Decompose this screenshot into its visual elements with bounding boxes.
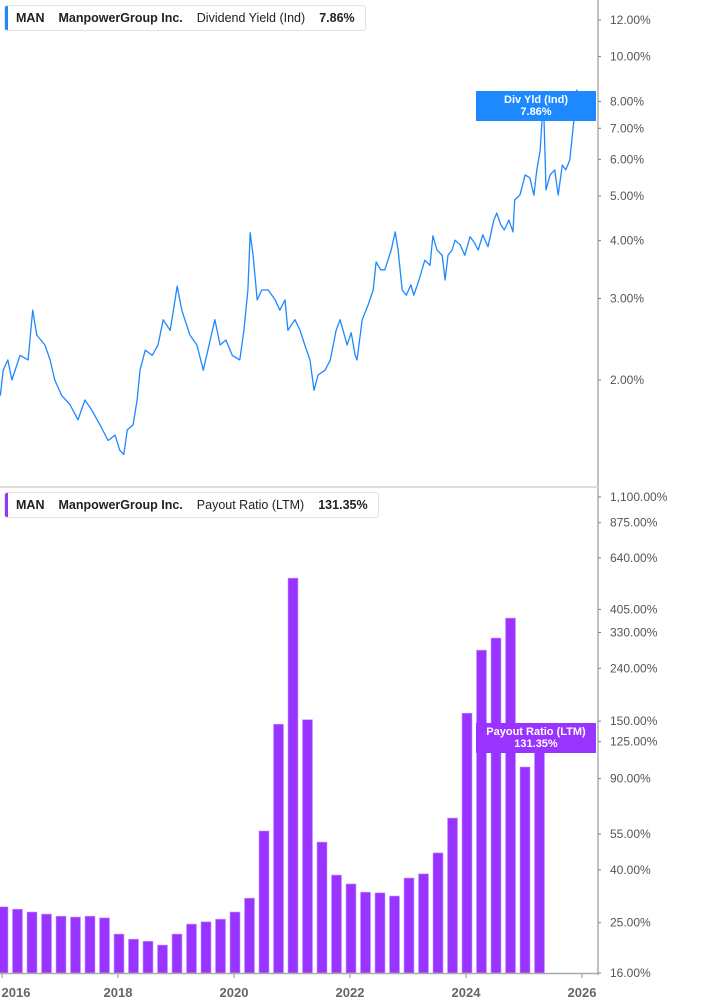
payout-panel: 1,100.00% 875.00% 640.00% 405.00% 330.00% 240… [0,490,668,1000]
payout-bar [505,617,516,974]
y-tick-label: 875.00% [610,516,658,530]
payout-bar [476,649,487,974]
payout-bar [403,877,415,974]
yield-series-swatch [5,6,8,30]
x-tick-label: 2026 [568,985,597,1000]
payout-bar [84,915,96,974]
payout-bar [331,874,342,974]
y-tick-label: 330.00% [610,625,658,639]
payout-bar [244,897,255,974]
y-tick-label: 640.00% [610,551,658,565]
payout-bar [142,940,154,974]
x-tick-label: 2016 [2,985,31,1000]
y-tick-label: 6.00% [610,152,644,166]
payout-bar [215,918,226,974]
legend-company: ManpowerGroup Inc. [58,498,183,512]
y-tick-label: 7.00% [610,121,644,135]
payout-bar [258,830,270,974]
yield-last-value-tag: Div Yld (Ind) 7.86% [476,91,596,121]
payout-bar [0,906,9,974]
payout-bar [534,735,545,974]
payout-bar [345,883,357,974]
tag-label: Payout Ratio (LTM) [486,726,586,738]
payout-bar [273,723,284,974]
y-tick-label: 12.00% [610,13,651,27]
x-tick-label: 2018 [104,985,133,1000]
legend-ticker: MAN [16,11,45,25]
payout-bar [113,933,125,974]
payout-series-swatch [5,493,8,517]
payout-bar [447,817,458,974]
payout-bar [12,908,23,974]
legend-metric: Payout Ratio (LTM) [196,498,305,512]
payout-bar [171,933,183,974]
payout-bar [99,917,110,974]
payout-bar [374,892,386,974]
payout-bar [389,895,400,974]
y-tick-label: 125.00% [610,735,658,749]
payout-bar [186,923,197,974]
legend-value: 131.35% [318,498,368,512]
legend-value: 7.86% [319,11,355,25]
y-tick-label: 40.00% [610,863,651,877]
y-tick-label: 2.00% [610,373,644,387]
y-tick-label: 3.00% [610,292,644,306]
y-tick-label: 240.00% [610,661,658,675]
payout-bar [157,944,168,974]
y-tick-label: 5.00% [610,189,644,203]
y-tick-label: 4.00% [610,234,644,248]
dividend-yield-line [0,89,581,456]
tag-label: Div Yld (Ind) [504,94,568,106]
legend-company: ManpowerGroup Inc. [58,11,183,25]
payout-bar [490,637,502,974]
y-tick-label: 55.00% [610,827,651,841]
payout-bar [287,577,299,974]
x-tick-label: 2024 [452,985,482,1000]
payout-bar [461,712,473,974]
payout-bar [316,841,328,974]
y-tick-label: 150.00% [610,714,658,728]
y-tick-label: 1,100.00% [610,490,668,504]
x-tick-label: 2020 [220,985,249,1000]
payout-bar [302,719,313,974]
yield-legend: MAN ManpowerGroup Inc. Dividend Yield (I… [4,5,366,31]
y-tick-label: 25.00% [610,916,651,930]
yield-panel: 12.00% 10.00% 8.00% 7.00% 6.00% 5.00% 4.00% 3.0… [0,13,651,456]
tag-value: 131.35% [514,738,558,750]
payout-bar [128,938,139,974]
payout-bar [519,766,531,974]
payout-bar [55,915,67,974]
x-tick-label: 2022 [336,985,365,1000]
y-tick-label: 10.00% [610,50,651,64]
payout-bar [432,852,444,974]
payout-bar [200,921,212,974]
payout-bar [360,891,371,974]
legend-metric: Dividend Yield (Ind) [196,11,306,25]
payout-bar [26,911,38,974]
payout-bar [41,913,52,974]
legend-ticker: MAN [16,498,45,512]
y-tick-label: 405.00% [610,602,658,616]
tag-value: 7.86% [520,106,552,118]
payout-bar [418,873,429,974]
y-tick-label: 90.00% [610,772,651,786]
payout-bar [70,916,81,974]
y-tick-label: 8.00% [610,94,644,108]
y-tick-label: 16.00% [610,966,651,980]
payout-bar [229,911,241,974]
payout-legend: MAN ManpowerGroup Inc. Payout Ratio (LTM… [4,492,379,518]
payout-last-value-tag: Payout Ratio (LTM) 131.35% [476,723,596,753]
